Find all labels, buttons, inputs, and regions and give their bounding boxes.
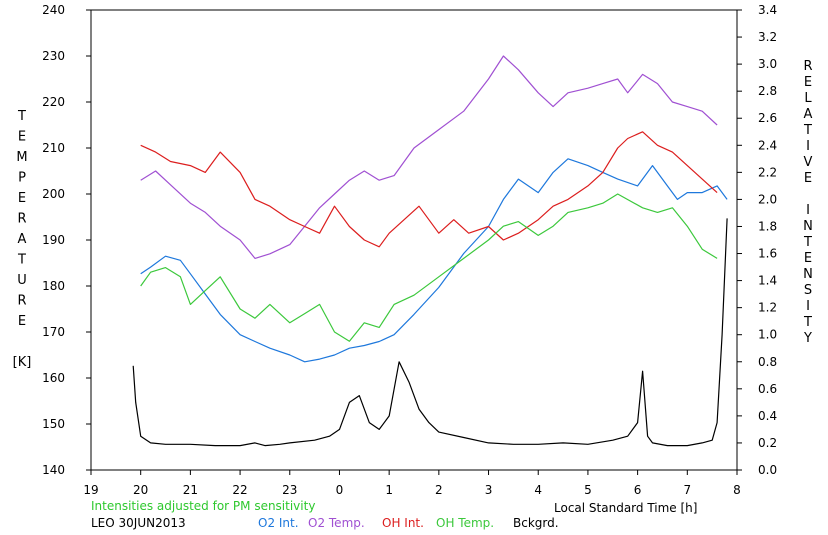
- right-axis-ticks: 0.0 0.2 0.4 0.6 0.8 1.0 1.2 1.4 1.6 1.8 2.0 2.2 2.4 2…: [737, 3, 777, 477]
- right-axis-label-letter: T: [803, 123, 812, 138]
- right-tick-label: 0.8: [758, 355, 777, 369]
- series-o2-temp: [140, 55, 718, 259]
- x-tick-label: 21: [183, 483, 198, 497]
- x-tick-label: 4: [534, 483, 542, 497]
- right-axis-label-letter: V: [804, 155, 813, 170]
- legend-o2-int: O2 Int.: [258, 516, 299, 530]
- left-axis-label-letter: U: [17, 273, 27, 288]
- x-tick-label: 23: [282, 483, 297, 497]
- left-axis-label-letter: E: [18, 314, 26, 329]
- series-oh-int: [140, 131, 718, 248]
- right-tick-label: 0.6: [758, 382, 777, 396]
- x-axis-ticks: 19 20 21 22 23 0 1 2 3 4 5 6 7 8: [83, 470, 741, 497]
- x-tick-label: 8: [733, 483, 741, 497]
- right-tick-label: 2.6: [758, 111, 777, 125]
- series-oh-temp: [140, 193, 718, 342]
- left-axis-label-letter: M: [16, 150, 27, 165]
- x-tick-label: 6: [634, 483, 642, 497]
- right-tick-label: 1.0: [758, 328, 777, 342]
- series-lines: [132, 55, 728, 447]
- right-axis-label-letter: A: [804, 107, 813, 122]
- right-tick-label: 1.8: [758, 219, 777, 233]
- x-tick-label: 5: [584, 483, 592, 497]
- right-tick-label: 3.0: [758, 57, 777, 71]
- right-axis-label-letter: I: [806, 139, 810, 154]
- right-tick-label: 3.2: [758, 30, 777, 44]
- legend-oh-temp: OH Temp.: [436, 516, 494, 530]
- right-tick-label: 2.0: [758, 192, 777, 206]
- right-tick-label: 0.2: [758, 436, 777, 450]
- x-axis-label: Local Standard Time [h]: [554, 501, 697, 515]
- left-tick-label: 160: [42, 371, 65, 385]
- left-tick-label: 190: [42, 233, 65, 247]
- right-tick-label: 1.6: [758, 247, 777, 261]
- right-axis-label-letter: S: [804, 283, 812, 298]
- right-tick-label: 2.4: [758, 138, 777, 152]
- left-axis-ticks: 140 150 160 170 180 190 200 210 220 230 240: [42, 3, 91, 477]
- legend-bckgrd: Bckgrd.: [513, 516, 559, 530]
- left-tick-label: 220: [42, 95, 65, 109]
- left-axis-label-letter: R: [17, 212, 26, 227]
- left-tick-label: 170: [42, 325, 65, 339]
- left-axis-label-letter: T: [17, 109, 26, 124]
- left-tick-label: 150: [42, 417, 65, 431]
- right-axis-label-letter: E: [804, 75, 812, 90]
- right-axis-label-letter: T: [803, 315, 812, 330]
- right-tick-label: 2.2: [758, 165, 777, 179]
- note: Intensities adjusted for PM sensitivity: [91, 499, 315, 513]
- left-tick-label: 230: [42, 49, 65, 63]
- left-axis-label-letter: A: [18, 232, 27, 247]
- x-tick-label: 2: [435, 483, 443, 497]
- right-axis-label-letter: Y: [803, 331, 812, 346]
- right-axis-label-letter: I: [806, 203, 810, 218]
- right-tick-label: 0.4: [758, 409, 777, 423]
- right-tick-label: 0.0: [758, 463, 777, 477]
- x-tick-label: 3: [485, 483, 493, 497]
- station-date: LEO 30JUN2013: [91, 516, 186, 530]
- right-axis-label-letter: T: [803, 235, 812, 250]
- right-axis-label-letter: E: [804, 171, 812, 186]
- left-axis-label-letter: T: [17, 253, 26, 268]
- x-tick-label: 19: [83, 483, 98, 497]
- x-tick-label: 20: [133, 483, 148, 497]
- left-axis-label-letter: E: [18, 191, 26, 206]
- right-axis-label-letter: I: [806, 299, 810, 314]
- x-tick-label: 7: [683, 483, 691, 497]
- right-tick-label: 1.4: [758, 274, 777, 288]
- right-axis-label-letter: N: [803, 219, 813, 234]
- right-axis-label-letter: N: [803, 267, 813, 282]
- x-tick-label: 22: [232, 483, 247, 497]
- left-tick-label: 210: [42, 141, 65, 155]
- x-tick-label: 1: [385, 483, 393, 497]
- left-tick-label: 180: [42, 279, 65, 293]
- left-tick-label: 200: [42, 187, 65, 201]
- left-axis-label-letter: R: [17, 294, 26, 309]
- left-tick-label: 140: [42, 463, 65, 477]
- right-axis-label-letter: E: [804, 251, 812, 266]
- left-tick-label: 240: [42, 3, 65, 17]
- left-axis-label-letter: E: [18, 130, 26, 145]
- series-bckgrd: [132, 218, 728, 447]
- right-axis-label-letter: R: [803, 59, 812, 74]
- series-o2-int: [140, 158, 728, 363]
- legend-oh-int: OH Int.: [382, 516, 424, 530]
- right-tick-label: 1.2: [758, 301, 777, 315]
- legend-o2-temp: O2 Temp.: [308, 516, 365, 530]
- right-axis-label-letter: L: [804, 91, 812, 106]
- left-axis-label-letter: [K]: [13, 355, 32, 370]
- x-tick-label: 0: [336, 483, 344, 497]
- right-tick-label: 2.8: [758, 84, 777, 98]
- right-tick-label: 3.4: [758, 3, 777, 17]
- left-axis-label-letter: P: [18, 171, 26, 186]
